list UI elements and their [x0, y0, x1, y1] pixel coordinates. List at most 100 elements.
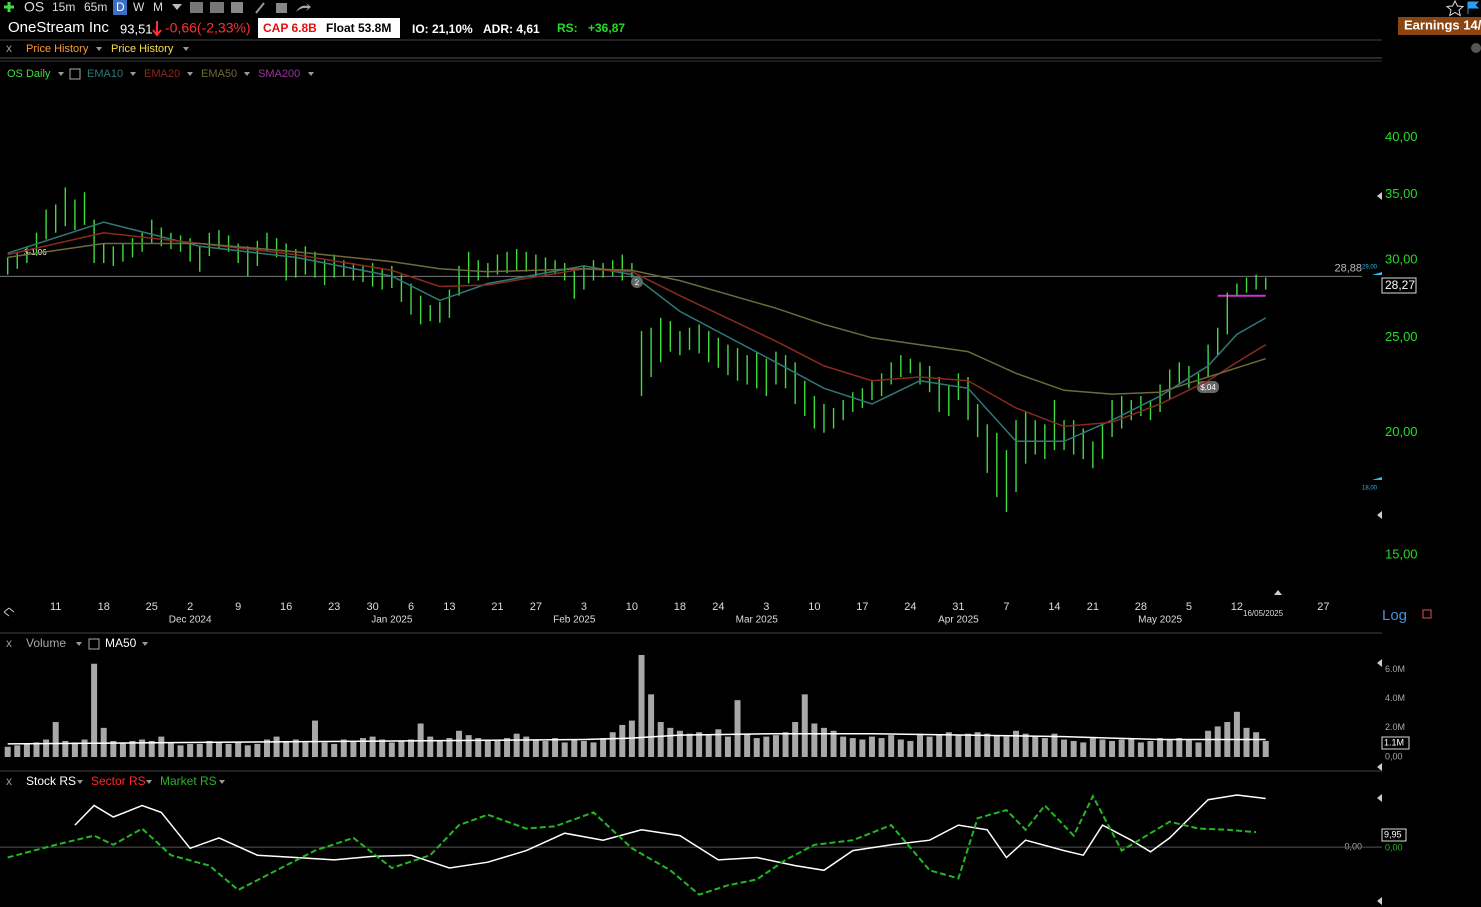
draw-icon[interactable] [255, 2, 265, 14]
dropdown[interactable] [183, 47, 189, 51]
down-arrow [152, 21, 162, 37]
month-label: Apr 2025 [938, 615, 979, 626]
last-price-box [1381, 277, 1417, 294]
tool-icon[interactable] [231, 2, 243, 13]
legend-entry[interactable]: EMA50 [201, 68, 237, 80]
volume-bar [917, 733, 923, 757]
symbol[interactable]: OS [24, 0, 44, 15]
volume-bar [273, 736, 280, 757]
volume-bar [408, 739, 415, 757]
legend-entry[interactable]: Volume [26, 636, 66, 650]
scroll-icon[interactable] [3, 607, 15, 617]
x-tick-label: 25 [146, 601, 158, 613]
volume-bar [23, 743, 30, 757]
legend-entry[interactable]: Sector RS [91, 774, 146, 788]
grid-icon[interactable] [69, 68, 81, 80]
dropdown[interactable] [142, 642, 148, 646]
volume-bar [993, 735, 1000, 757]
legend-entry[interactable]: Market RS [160, 774, 217, 788]
dropdown[interactable] [219, 780, 225, 784]
alert-arrow [1372, 272, 1382, 275]
marker: 2 [635, 278, 640, 287]
volume-bar [52, 722, 59, 757]
dropdown[interactable] [187, 72, 193, 76]
dropdown[interactable] [58, 72, 64, 76]
legend-entry[interactable]: OS Daily [7, 68, 51, 80]
earnings: Earnings 14/ [1404, 17, 1481, 32]
add-icon[interactable] [4, 2, 14, 12]
company-name: OneStream Inc [8, 19, 109, 36]
close-tab[interactable]: x [6, 41, 12, 55]
close-panel[interactable]: x [6, 774, 12, 788]
volume-bar [590, 742, 597, 757]
flag-icon[interactable] [1467, 1, 1480, 14]
series-line [74, 794, 1266, 872]
interval[interactable]: D [116, 0, 125, 14]
volume-bar [1118, 739, 1125, 757]
volume-bar [657, 722, 664, 757]
dropdown[interactable] [244, 72, 250, 76]
x-tick-label: 18 [674, 601, 686, 613]
legend-entry[interactable]: MA50 [105, 636, 137, 650]
volume-bar [571, 739, 578, 757]
legend-entry[interactable]: EMA20 [144, 68, 180, 80]
y-tick-label: 35,00 [1385, 186, 1418, 201]
x-tick-label: 27 [530, 601, 542, 613]
volume-bar [600, 738, 607, 757]
legend-entry[interactable]: SMA200 [258, 68, 300, 80]
x-tick-label: 21 [491, 601, 503, 613]
dropdown[interactable] [146, 780, 152, 784]
lock-icon[interactable] [1422, 609, 1432, 619]
interval[interactable]: 65m [84, 0, 107, 14]
interval[interactable]: M [153, 0, 163, 14]
x-tick-label: 3 [763, 601, 769, 613]
tab[interactable]: Price History [111, 43, 174, 55]
volume-bar [148, 740, 155, 757]
volume-bar [1253, 732, 1260, 757]
volume-bar [43, 739, 50, 757]
x-tick-label: 12 [1231, 601, 1243, 613]
y-tick-label: 0,00 [1385, 751, 1403, 761]
dropdown[interactable] [130, 72, 136, 76]
close-icon[interactable] [1471, 43, 1481, 53]
legend-entry[interactable]: Stock RS [26, 774, 76, 788]
x-tick-label: 2 [187, 601, 193, 613]
legend-entry[interactable]: EMA10 [87, 68, 123, 80]
dropdown[interactable] [172, 4, 182, 10]
scale-toggle[interactable]: Log [1382, 607, 1407, 624]
volume-bar [1137, 742, 1144, 757]
dropdown[interactable] [308, 72, 314, 76]
tab[interactable]: Price History [26, 43, 89, 55]
volume-bar [360, 738, 367, 757]
volume-bar [1099, 739, 1106, 757]
change: -0,66(-2,33%) [165, 20, 251, 36]
dropdown[interactable] [76, 642, 82, 646]
star-icon[interactable] [1445, 0, 1465, 17]
volume-bar [523, 736, 530, 757]
dropdown[interactable] [96, 47, 102, 51]
volume-bar [1157, 738, 1164, 757]
share-icon[interactable] [296, 3, 311, 12]
interval[interactable]: W [133, 0, 145, 14]
tool-icon[interactable] [276, 3, 287, 13]
rs-label: RS: [557, 21, 578, 35]
cap: CAP 6.8B [263, 21, 317, 35]
market-rs-last: 0,00 [1385, 842, 1403, 852]
volume-bar [1205, 730, 1212, 757]
volume-bar [705, 735, 712, 757]
x-tick-label: 21 [1087, 601, 1099, 613]
volume-bar [696, 732, 703, 757]
x-tick-label: 10 [626, 601, 638, 613]
volume-bar [14, 745, 21, 757]
interval[interactable]: 15m [52, 0, 75, 14]
tool-icon[interactable] [210, 2, 224, 13]
rs-value: +36,87 [588, 21, 625, 35]
close-panel[interactable]: x [6, 636, 12, 650]
volume-bar [254, 743, 261, 757]
dropdown[interactable] [77, 780, 83, 784]
tool-icon[interactable] [190, 2, 203, 13]
volume-bar [715, 729, 722, 757]
grid-icon[interactable] [88, 638, 100, 650]
volume-bar [532, 739, 539, 757]
volume-bar [436, 740, 443, 757]
